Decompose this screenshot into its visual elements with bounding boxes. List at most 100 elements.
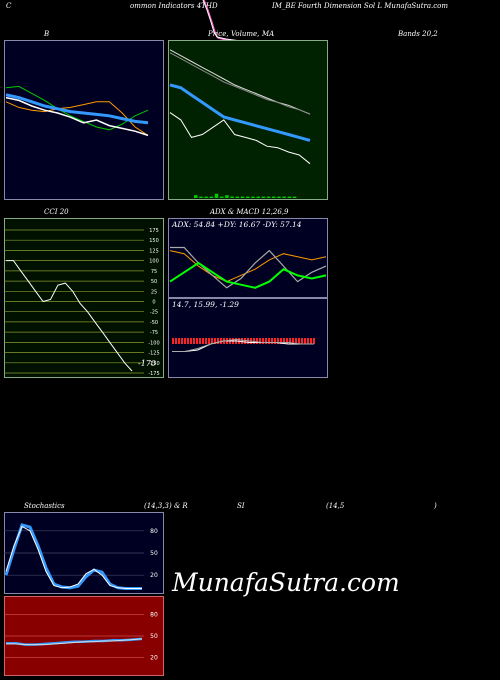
bollinger-lower-band (5, 101, 149, 136)
cci-tick-label: 125 (149, 248, 159, 254)
volume-bar (251, 196, 255, 198)
macd-hist-bar (265, 338, 267, 344)
cci-line (6, 260, 133, 372)
header-left: C (6, 2, 12, 10)
ma-long-line (169, 49, 311, 115)
rsi-close: ) (434, 502, 437, 510)
volume-bar (220, 196, 224, 198)
macd-hist-bar (178, 338, 180, 344)
header-right: IM_BE Fourth Dimension Sol L MunafaSutra… (272, 2, 449, 10)
stoch-tick-label: 20 (150, 572, 158, 579)
bollinger-upper-band (5, 85, 149, 131)
bands-title: Bands 20,2 (398, 30, 438, 38)
cci-tick-label: -50 (150, 320, 158, 326)
bollinger-panel (4, 40, 164, 200)
ma-panel (168, 40, 328, 200)
ma-long-shadow-line (169, 52, 311, 115)
plus-di-line (169, 261, 327, 289)
header-mid: ommon Indicators 4THD (130, 2, 218, 10)
macd-hist-bar (259, 338, 261, 344)
macd-hist-bar (262, 338, 264, 344)
volume-bar (256, 196, 260, 198)
bollinger-middle-band (5, 93, 149, 125)
cci-tick-label: -25 (150, 310, 158, 316)
bollinger-title: B (44, 30, 50, 38)
price-spike (196, 0, 316, 44)
stochastics-panel: 80 50 20 (4, 512, 164, 594)
macd-hist-bar (175, 338, 177, 344)
macd-signal-line (172, 338, 314, 352)
stoch-d-line (5, 525, 142, 589)
volume-bar (194, 195, 198, 198)
macd-hist-bar (310, 338, 312, 344)
volume-bar (277, 196, 281, 198)
cci-tick-label: 100 (149, 259, 159, 265)
macd-hist-bar (199, 338, 201, 344)
macd-hist-bar (277, 338, 279, 344)
macd-hist-bar (214, 338, 216, 344)
macd-hist-bar (271, 338, 273, 344)
volume-bar (230, 196, 234, 198)
adx-panel: ADX: 54.84 +DY: 16.67 -DY: 57.14 (168, 218, 328, 298)
volume-bar (287, 196, 292, 198)
macd-hist-bar (190, 338, 192, 344)
volume-bar (272, 196, 276, 198)
macd-hist-bar (286, 338, 288, 344)
macd-hist-bar (220, 338, 222, 344)
cci-tick-label: 175 (149, 228, 159, 234)
macd-hist-bar (298, 338, 300, 344)
macd-hist-bar (202, 338, 204, 344)
stoch-tick-label: 80 (150, 528, 158, 535)
macd-hist-bar (256, 338, 258, 344)
cci-value-label: -170 (138, 359, 156, 368)
volume-bar (240, 196, 245, 198)
rsi-tick-label: 20 (150, 655, 158, 662)
macd-hist-bar (313, 338, 315, 344)
macd-hist-bar (283, 338, 285, 344)
ma-title: MA (262, 30, 275, 38)
macd-hist-bar (193, 338, 195, 344)
volume-bar (246, 196, 250, 198)
cci-panel: 175 150 125 100 75 50 25 0 -25 -50 -75 -100 -125 -150… (4, 218, 164, 378)
volume-bar (266, 196, 271, 198)
macd-hist-bar (307, 338, 309, 344)
cci-tick-label: 150 (149, 238, 159, 244)
adx-readout: ADX: 54.84 +DY: 16.67 -DY: 57.14 (171, 220, 302, 229)
ma-mid-line (169, 83, 311, 142)
cci-tick-label: 25 (151, 289, 157, 295)
macd-hist-bar (292, 338, 294, 344)
stoch-tick-label: 50 (150, 550, 158, 557)
adx-title: ADX & MACD 12,26,9 (210, 208, 289, 216)
macd-hist-bar (274, 338, 276, 344)
macd-hist-bar (304, 338, 306, 344)
rsi-panel: 80 50 20 (4, 596, 164, 676)
macd-hist-bar (205, 338, 207, 344)
rsi-signal-line (6, 638, 143, 646)
rsi-tick-label: 80 (150, 611, 158, 618)
macd-hist-bar (196, 338, 198, 344)
rsi-params: (14,5 (326, 502, 345, 510)
macd-hist-bar (241, 338, 243, 344)
macd-readout: 14.7, 15.99, -1.29 (172, 300, 239, 309)
stochastics-params: (14,3,3) & R (144, 502, 188, 510)
cci-tick-label: 0 (152, 300, 155, 306)
macd-hist-bar (289, 338, 291, 344)
ma-price-line (169, 112, 311, 165)
rsi-title: SI (237, 502, 245, 510)
macd-hist-bar (244, 338, 246, 344)
volume-bar (199, 196, 203, 198)
volume-bar (209, 196, 214, 198)
macd-hist-bar (184, 338, 186, 344)
macd-hist-bar (280, 338, 282, 344)
price-title: Price, (208, 30, 229, 38)
macd-line (172, 340, 314, 352)
macd-hist-bar (181, 338, 183, 344)
cci-tick-label: -75 (150, 330, 158, 336)
cci-tick-label: -150 (148, 361, 159, 367)
macd-hist-bar (208, 338, 210, 344)
cci-tick-label: -175 (148, 371, 159, 377)
minus-di-line (170, 246, 327, 289)
volume-bar (261, 196, 266, 198)
volume-title: Volume, (231, 30, 260, 38)
cci-title: CCI 20 (44, 208, 69, 216)
